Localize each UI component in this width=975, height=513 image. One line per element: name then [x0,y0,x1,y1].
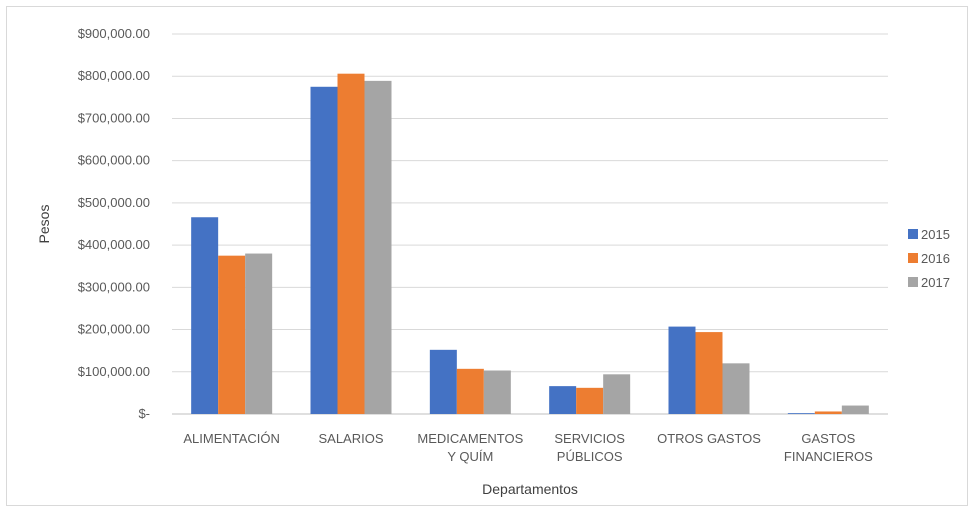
bar-2016 [695,332,723,414]
x-tick-label: FINANCIEROS [784,449,873,464]
bar-2017 [722,363,750,414]
bar-2015 [787,413,815,414]
bar-2016 [218,255,246,414]
bar-2016 [337,73,365,414]
legend-swatch-2015 [908,229,918,239]
legend-label-2016: 2016 [921,251,950,266]
bar-2016 [456,368,484,414]
bar-2016 [814,411,842,414]
x-axis-title: Departamentos [482,481,578,497]
x-tick-label: PÚBLICOS [557,449,623,464]
legend-label-2015: 2015 [921,227,950,242]
y-tick-label: $300,000.00 [78,279,150,294]
y-tick-label: $900,000.00 [78,26,150,41]
y-tick-label: $700,000.00 [78,110,150,125]
bar-2015 [310,86,338,415]
y-tick-label: $500,000.00 [78,195,150,210]
x-tick-label: MEDICAMENTOS [417,431,523,446]
legend: 2015 2016 2017 [908,227,950,290]
y-tick-label: $- [138,406,150,421]
bars [191,73,869,415]
y-axis-ticks: $- $100,000.00 $200,000.00 $300,000.00 $400,… [78,26,150,421]
bar-2015 [191,217,219,414]
bar-2015 [668,326,696,414]
bar-2017 [483,370,511,414]
chart-frame [6,6,968,506]
y-tick-label: $600,000.00 [78,153,150,168]
y-tick-label: $400,000.00 [78,237,150,252]
bar-2017 [603,374,631,414]
y-axis-title: Pesos [36,205,52,244]
bar-2017 [364,80,392,414]
x-tick-label: GASTOS [801,431,855,446]
x-tick-label: SERVICIOS [554,431,625,446]
y-tick-label: $800,000.00 [78,68,150,83]
bar-2015 [429,349,457,414]
legend-label-2017: 2017 [921,275,950,290]
bar-2017 [245,253,273,414]
x-axis-ticks: ALIMENTACIÓN SALARIOS MEDICAMENTOS Y QUÍM SE… [183,431,873,464]
gridlines [172,33,888,415]
x-tick-label: OTROS GASTOS [657,431,761,446]
y-tick-label: $200,000.00 [78,322,150,337]
y-tick-label: $100,000.00 [78,364,150,379]
x-tick-label: SALARIOS [318,431,383,446]
bar-2017 [841,405,869,414]
legend-swatch-2016 [908,253,918,263]
x-tick-label: Y QUÍM [447,449,493,464]
x-tick-label: ALIMENTACIÓN [183,431,280,446]
bar-2015 [549,386,577,414]
bar-2016 [576,387,604,414]
legend-swatch-2017 [908,277,918,287]
